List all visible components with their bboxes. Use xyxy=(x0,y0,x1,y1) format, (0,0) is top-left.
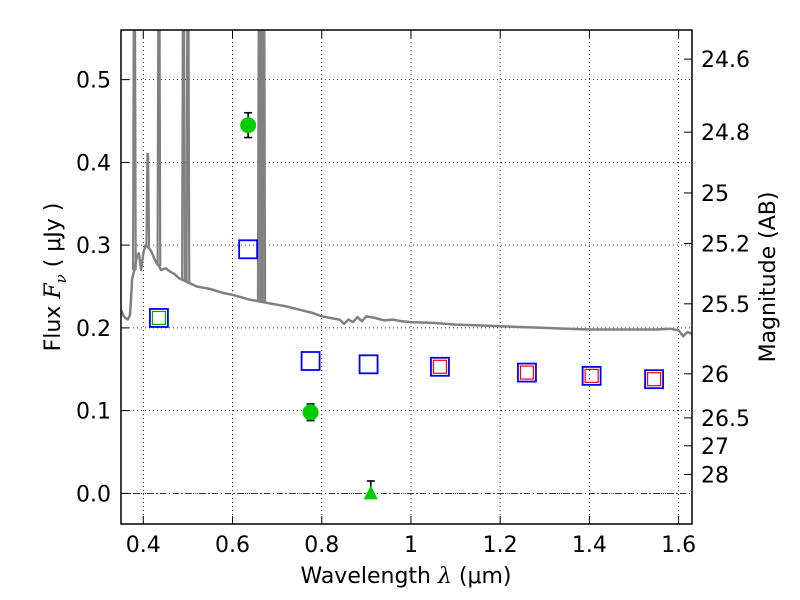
model-flux-square xyxy=(300,351,321,371)
y2-tick-label: 25.5 xyxy=(701,293,750,318)
y-tick-label: 0.2 xyxy=(76,317,111,342)
y2-tick-label: 26 xyxy=(701,363,729,388)
emission-line xyxy=(261,30,267,303)
inner-flux-square xyxy=(646,372,662,387)
emission-line xyxy=(156,30,162,266)
inner-flux-square xyxy=(584,368,599,383)
model-flux-square xyxy=(517,362,537,383)
x-tick-label: 0.6 xyxy=(215,533,250,558)
inner-flux-square xyxy=(519,365,535,380)
y2-tick-label: 25.2 xyxy=(701,232,750,257)
y-tick-labels: 0.0 0.1 0.2 0.3 0.4 0.5 xyxy=(76,69,111,508)
y-tick-label: 0.1 xyxy=(76,400,111,425)
x-tick-label: 1.4 xyxy=(572,533,607,558)
inner-flux-square xyxy=(432,359,448,374)
x-tick-label: 1 xyxy=(404,533,418,558)
plot-area xyxy=(121,30,692,500)
y2-tick-label: 27 xyxy=(701,435,729,460)
model-flux-square xyxy=(644,369,664,390)
tick-marks xyxy=(121,30,692,524)
magnitude-tick-labels: 24.6 24.8 25 25.2 25.5 26 26.5 27 28 xyxy=(701,48,750,488)
y-tick-label: 0.5 xyxy=(76,69,111,94)
x-tick-label: 1.6 xyxy=(661,533,696,558)
y-axis-label: Flux Fν ( μJy ) xyxy=(41,203,70,352)
y2-tick-label: 26.5 xyxy=(701,407,750,432)
inner-flux-square xyxy=(151,310,167,326)
model-flux-square xyxy=(149,308,169,328)
observed-flux-point xyxy=(302,404,319,421)
model-flux-square xyxy=(430,356,450,377)
y2-tick-label: 24.6 xyxy=(701,48,750,73)
grid-lines xyxy=(121,30,692,524)
y-tick-label: 0.0 xyxy=(76,482,111,507)
y2-tick-label: 28 xyxy=(701,463,729,488)
spectrum-line xyxy=(121,243,692,338)
x-tick-label: 1.2 xyxy=(483,533,518,558)
emission-line xyxy=(181,30,186,281)
model-flux-square xyxy=(358,354,379,375)
model-flux-square xyxy=(238,239,259,260)
y2-axis-label: Magnitude (AB) xyxy=(756,192,781,363)
y2-tick-label: 24.8 xyxy=(701,121,750,146)
emission-line xyxy=(131,30,137,270)
emission-line xyxy=(145,153,151,247)
x-tick-label: 0.8 xyxy=(304,533,339,558)
observed-flux-point xyxy=(240,117,257,134)
x-tick-label: 0.4 xyxy=(126,533,161,558)
model-flux-square xyxy=(581,365,602,386)
x-tick-labels: 0.4 0.6 0.8 1 1.2 1.4 1.6 xyxy=(126,533,696,558)
y2-tick-label: 25 xyxy=(701,182,729,207)
y-tick-label: 0.4 xyxy=(76,151,111,176)
emission-line xyxy=(185,30,191,283)
x-axis-label: Wavelength λ (μm) xyxy=(300,564,511,589)
axes-frame xyxy=(120,29,693,525)
y-tick-label: 0.3 xyxy=(76,234,111,259)
upper-limit-triangle xyxy=(363,485,378,500)
